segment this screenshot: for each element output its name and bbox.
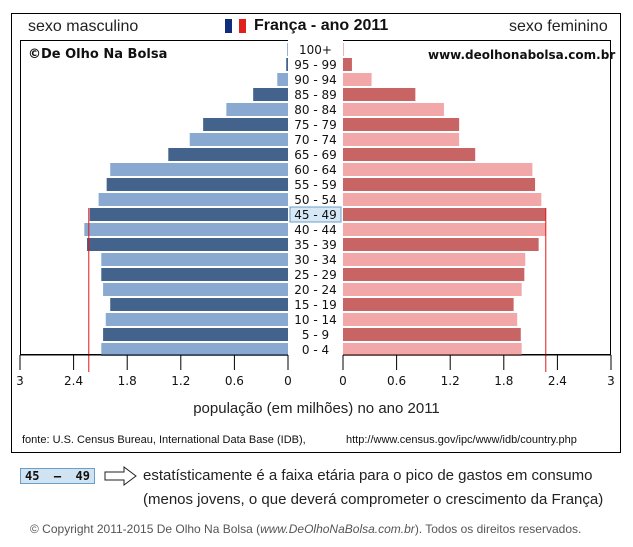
age-group-label: 10 - 14 [294, 313, 337, 327]
bar-female [343, 163, 533, 176]
copyright-site-link[interactable]: www.DeOlhoNaBolsa.com.br [260, 522, 415, 536]
tick-label-female: 1.2 [441, 374, 460, 388]
female-label: sexo feminino [509, 18, 608, 35]
note-line-1: estatísticamente é a faixa etária para o… [143, 467, 593, 484]
age-group-label: 65 - 69 [294, 148, 337, 162]
bar-male [110, 163, 288, 176]
note-line-2: (menos jovens, o que deverá comprometer … [143, 491, 604, 508]
bar-female [343, 283, 522, 296]
watermark-left: ©De Olho Na Bolsa [28, 47, 168, 62]
bar-female [343, 133, 460, 146]
age-group-label: 15 - 19 [294, 298, 337, 312]
bar-female [343, 268, 525, 281]
bar-female [343, 178, 536, 191]
tick-label-male: 1.8 [118, 374, 137, 388]
tick-label-male: 0.6 [225, 374, 244, 388]
bar-male [101, 253, 288, 266]
bar-male [287, 43, 288, 56]
bar-female [343, 118, 460, 131]
tick-label-female: 0 [339, 374, 347, 388]
age-group-label: 90 - 94 [294, 73, 337, 87]
bar-female [343, 193, 542, 206]
bar-male [101, 268, 288, 281]
highlight-age-badge: 45 – 49 [20, 468, 95, 484]
bar-male [106, 178, 288, 191]
chart-frame [11, 13, 621, 453]
tick-label-male: 3 [16, 374, 24, 388]
chart-title-group: França - ano 2011 [225, 17, 388, 35]
bar-female [343, 343, 522, 356]
bar-female [343, 298, 514, 311]
bar-female [343, 313, 518, 326]
age-group-label: 50 - 54 [294, 193, 337, 207]
tick-label-female: 0.6 [387, 374, 406, 388]
bar-female [343, 223, 546, 236]
age-group-label: 5 - 9 [302, 328, 329, 342]
male-label: sexo masculino [28, 18, 139, 35]
x-axis-label: população (em milhões) no ano 2011 [193, 400, 440, 417]
watermark-right: www.deolhonabolsa.com.br [428, 48, 616, 62]
age-group-label: 40 - 44 [294, 223, 337, 237]
age-group-label: 0 - 4 [302, 343, 329, 357]
age-group-label: 85 - 89 [294, 88, 337, 102]
bar-female [343, 43, 344, 56]
bar-male [189, 133, 288, 146]
age-group-label: 60 - 64 [294, 163, 337, 177]
bar-female [343, 88, 416, 101]
bar-female [343, 238, 539, 251]
source-text: fonte: U.S. Census Bureau, International… [22, 434, 306, 446]
age-group-label: 100+ [299, 43, 332, 57]
tick-label-male: 1.2 [171, 374, 190, 388]
bar-male [84, 223, 288, 236]
bar-female [343, 253, 526, 266]
bar-male [203, 118, 288, 131]
tick-label-female: 2.4 [548, 374, 567, 388]
bar-male [168, 148, 288, 161]
bar-male [101, 343, 288, 356]
copyright-text: © Copyright 2011-2015 De Olho Na Bolsa (… [30, 522, 581, 536]
age-group-label: 30 - 34 [294, 253, 337, 267]
bar-female [343, 103, 444, 116]
bar-male [89, 208, 289, 221]
arrow-right-icon [104, 466, 137, 486]
copyright-prefix: © Copyright 2011-2015 De Olho Na Bolsa ( [30, 522, 261, 536]
bar-male [226, 103, 288, 116]
age-group-label: 25 - 29 [294, 268, 337, 282]
bar-male [103, 283, 288, 296]
tick-label-male: 2.4 [64, 374, 83, 388]
bar-female [343, 73, 372, 86]
highlight-box [289, 206, 342, 223]
age-group-label: 80 - 84 [294, 103, 337, 117]
bar-male [253, 88, 288, 101]
bar-female [343, 328, 521, 341]
copyright-suffix: ). Todos os direitos reservados. [414, 522, 582, 536]
age-group-label: 55 - 59 [294, 178, 337, 192]
tick-label-female: 1.8 [494, 374, 513, 388]
bar-female [343, 58, 352, 71]
bar-male [110, 298, 288, 311]
tick-label-female: 3 [607, 374, 615, 388]
age-group-label: 20 - 24 [294, 283, 337, 297]
bar-male [103, 328, 288, 341]
bar-male [98, 193, 288, 206]
france-flag-icon [225, 19, 246, 33]
bar-female [343, 208, 546, 221]
chart-title: França - ano 2011 [254, 17, 389, 34]
tick-label-male: 0 [284, 374, 292, 388]
bar-male [277, 73, 288, 86]
age-group-label: 95 - 99 [294, 58, 337, 72]
source-url-link[interactable]: http://www.census.gov/ipc/www/idb/countr… [346, 434, 577, 446]
bar-male [286, 58, 288, 71]
age-group-label: 45 - 49 [294, 208, 337, 222]
bar-male [87, 238, 288, 251]
bar-female [343, 148, 476, 161]
age-group-label: 70 - 74 [294, 133, 337, 147]
age-group-label: 35 - 39 [294, 238, 337, 252]
bar-male [105, 313, 288, 326]
age-group-label: 75 - 79 [294, 118, 337, 132]
